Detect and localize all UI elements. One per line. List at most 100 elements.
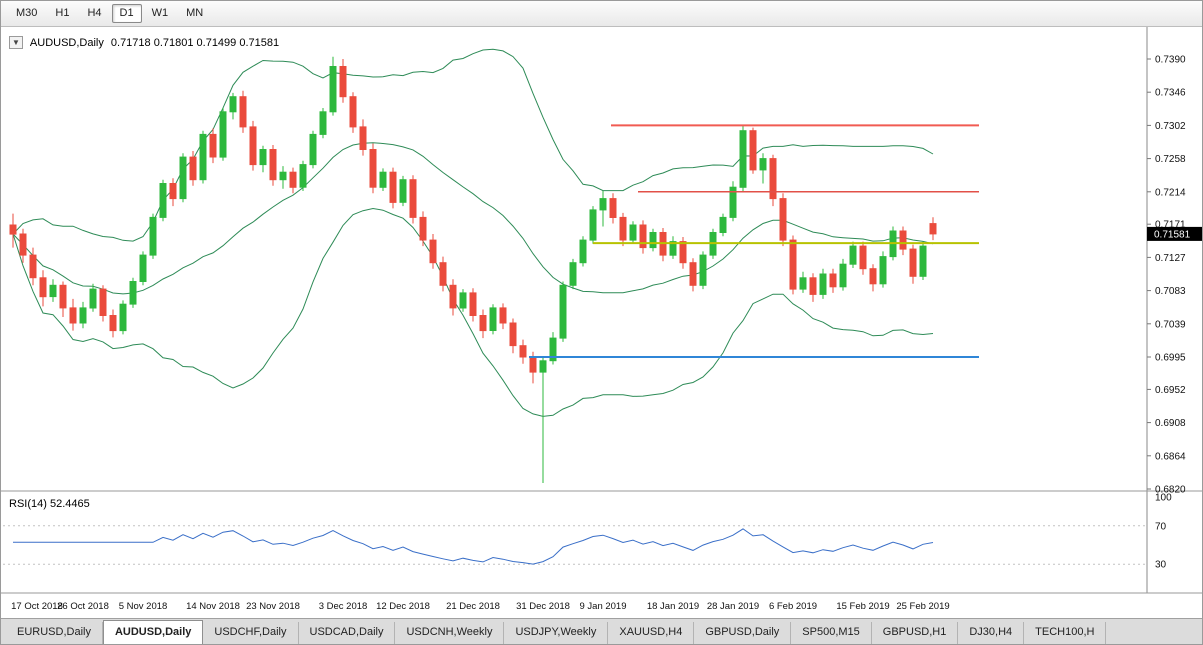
chart-dropdown-arrow-icon[interactable]: ▼ [9, 36, 23, 49]
candle [679, 241, 687, 264]
rsi-level-label: 70 [1155, 521, 1167, 532]
candle [719, 216, 727, 233]
candle [409, 179, 417, 218]
candle [339, 66, 347, 98]
candle [99, 288, 107, 317]
candle [479, 315, 487, 332]
timeframe-button-h1[interactable]: H1 [55, 7, 70, 19]
candle [159, 183, 167, 218]
candle [459, 292, 467, 309]
candle [789, 239, 797, 290]
price-tick-label: 0.6864 [1155, 451, 1186, 462]
candle [859, 245, 867, 270]
price-tick-label: 0.7390 [1155, 55, 1186, 66]
timeframe-button-h4[interactable]: H4 [87, 7, 102, 19]
candle [489, 307, 497, 331]
candle [829, 273, 837, 288]
symbol-tab-usdcad-daily[interactable]: USDCAD,Daily [298, 622, 396, 644]
price-tick-label: 0.7258 [1155, 154, 1186, 165]
date-tick-label: 6 Feb 2019 [769, 601, 817, 612]
candle [149, 216, 157, 256]
price-tick-label: 0.6820 [1155, 485, 1186, 496]
candle [609, 198, 617, 219]
date-tick-label: 14 Nov 2018 [186, 601, 240, 612]
candle [769, 158, 777, 200]
candle [819, 273, 827, 295]
current-price-value: 0.71581 [1154, 229, 1191, 240]
symbol-tab-sp500-m15[interactable]: SP500,M15 [791, 622, 872, 644]
candle [579, 239, 587, 264]
date-tick-label: 25 Feb 2019 [896, 601, 949, 612]
candle [349, 96, 357, 128]
candle [309, 133, 317, 166]
candle [139, 254, 147, 283]
symbol-tab-gbpusd-h1[interactable]: GBPUSD,H1 [871, 622, 959, 644]
candle [499, 307, 507, 324]
candle [289, 171, 297, 188]
symbol-tab-eurusd-daily[interactable]: EURUSD,Daily [6, 622, 103, 644]
price-tick-label: 0.7039 [1155, 319, 1186, 330]
timeframe-toolbar: M30 H1 H4 D1 W1 MN [1, 1, 1202, 27]
candle [759, 158, 767, 171]
timeframe-button-w1[interactable]: W1 [151, 7, 169, 19]
candle [669, 241, 677, 256]
price-tick-label: 0.7214 [1155, 187, 1186, 198]
rsi-line [13, 528, 934, 565]
candle [169, 183, 177, 200]
timeframe-button-mn[interactable]: MN [186, 7, 204, 19]
candle [9, 224, 17, 235]
date-tick-label: 31 Dec 2018 [516, 601, 570, 612]
candle [919, 245, 927, 277]
candle [39, 277, 47, 298]
chart-canvas[interactable]: 0.73900.73460.73020.72580.72140.71710.71… [1, 27, 1203, 619]
candle [639, 224, 647, 249]
candle [879, 256, 887, 285]
symbol-tab-audusd-daily[interactable]: AUDUSD,Daily [102, 620, 204, 644]
rsi-level-label: 30 [1155, 560, 1167, 571]
candle [799, 277, 807, 290]
candlesticks [9, 56, 937, 483]
candle [589, 209, 597, 241]
price-tick-label: 0.6995 [1155, 353, 1186, 364]
symbol-tab-gbpusd-daily[interactable]: GBPUSD,Daily [694, 622, 792, 644]
symbol-tab-tech100-h[interactable]: TECH100,H [1024, 622, 1107, 644]
candle [429, 239, 437, 264]
symbol-tab-dj30-h4[interactable]: DJ30,H4 [958, 622, 1025, 644]
candle [329, 66, 337, 113]
candle [529, 356, 537, 373]
current-price-badge [1147, 226, 1202, 241]
date-tick-label: 5 Nov 2018 [119, 601, 168, 612]
candle [779, 198, 787, 241]
candle [269, 149, 277, 181]
symbol-tab-usdchf-daily[interactable]: USDCHF,Daily [203, 622, 299, 644]
candle [419, 216, 427, 241]
timeframe-button-m30[interactable]: M30 [16, 7, 38, 19]
date-tick-label: 28 Jan 2019 [707, 601, 759, 612]
candle [909, 248, 917, 277]
candle [369, 149, 377, 188]
symbol-tab-usdcnh-weekly[interactable]: USDCNH,Weekly [395, 622, 505, 644]
symbol-tab-xauusd-h4[interactable]: XAUUSD,H4 [608, 622, 695, 644]
timeframe-button-d1[interactable]: D1 [111, 4, 142, 23]
candle [379, 171, 387, 188]
candle [849, 245, 857, 265]
candle [739, 130, 747, 188]
price-tick-label: 0.6908 [1155, 418, 1186, 429]
date-tick-label: 12 Dec 2018 [376, 601, 430, 612]
candle [539, 360, 547, 373]
candle [699, 254, 707, 286]
candle [359, 126, 367, 151]
price-tick-label: 0.7083 [1155, 286, 1186, 297]
date-tick-label: 26 Oct 2018 [57, 601, 109, 612]
candle [209, 133, 217, 158]
candle [89, 288, 97, 309]
symbol-tab-usdjpy-weekly[interactable]: USDJPY,Weekly [504, 622, 609, 644]
candle [319, 111, 327, 135]
candle [929, 223, 937, 235]
candle [399, 179, 407, 203]
rsi-level-label: 100 [1155, 493, 1172, 504]
candle [59, 284, 67, 309]
candle [109, 315, 117, 332]
date-tick-label: 9 Jan 2019 [579, 601, 626, 612]
